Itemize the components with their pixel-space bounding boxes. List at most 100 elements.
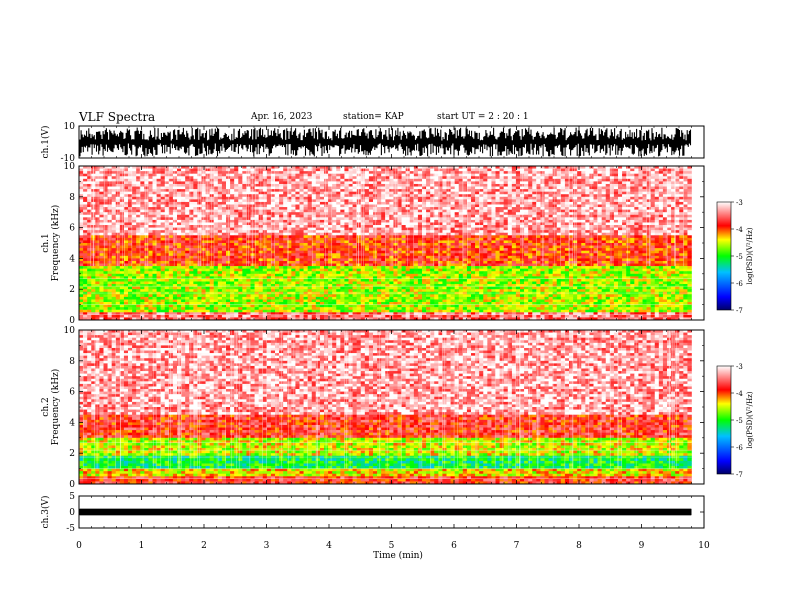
- spectrogram-cell: [193, 178, 198, 182]
- spectrogram-cell: [234, 168, 239, 172]
- spectrogram-cell: [307, 176, 313, 180]
- spectrogram-cell: [172, 178, 178, 182]
- spectrogram-cell: [352, 168, 357, 172]
- spectrogram-cell: [495, 186, 500, 190]
- spectrogram-cell: [344, 217, 349, 221]
- spectrogram-cell: [185, 201, 190, 205]
- spectrogram-cell: [373, 214, 378, 218]
- spectrogram-cell: [79, 171, 84, 174]
- spectrogram-cell: [622, 173, 627, 177]
- spectrogram-cell: [213, 183, 219, 187]
- spectrogram-cell: [283, 219, 288, 223]
- spectrogram-cell: [373, 196, 378, 200]
- spectrogram-cell: [564, 237, 570, 241]
- spectrogram-cell: [544, 222, 549, 226]
- spectrogram-cell: [144, 183, 149, 187]
- spectrogram-cell: [266, 196, 272, 200]
- spectrogram-cell: [524, 245, 529, 249]
- spectrogram-cell: [83, 243, 88, 246]
- spectrogram-cell: [283, 243, 288, 246]
- spectrogram-cell: [479, 243, 484, 246]
- spectrogram-cell: [589, 222, 594, 226]
- spectrogram-cell: [328, 189, 333, 192]
- spectrogram-cell: [332, 196, 337, 200]
- spectrogram-cell: [585, 196, 590, 200]
- spectrogram-cell: [177, 209, 182, 213]
- spectrogram-cell: [581, 183, 586, 187]
- spectrogram-cell: [450, 243, 455, 246]
- spectrogram-cell: [79, 227, 84, 231]
- spectrogram-cell: [450, 227, 455, 231]
- spectrogram-cell: [385, 176, 390, 180]
- spectrogram-cell: [524, 201, 529, 205]
- spectrogram-cell: [638, 230, 643, 234]
- spectrogram-cell: [299, 166, 304, 169]
- spectrogram-cell: [597, 176, 602, 180]
- spectrogram-cell: [536, 168, 541, 172]
- spectrogram-cell: [201, 204, 206, 208]
- spectrogram-cell: [311, 168, 317, 172]
- spectrogram-cell: [201, 245, 206, 249]
- spectrogram-cell: [577, 227, 582, 231]
- spectrogram-cell: [275, 178, 280, 182]
- spectrogram-cell: [287, 227, 292, 231]
- spectrogram-cell: [266, 191, 272, 195]
- spectrogram-cell: [626, 189, 631, 192]
- spectrogram-cell: [458, 173, 464, 177]
- spectrogram-cell: [593, 199, 598, 203]
- spectrogram-cell: [593, 196, 598, 200]
- spectrogram-cell: [556, 219, 562, 223]
- spectrogram-cell: [160, 209, 166, 213]
- spectrogram-cell: [650, 232, 656, 236]
- spectrogram-cell: [536, 173, 541, 177]
- spectrogram-cell: [385, 183, 390, 187]
- spectrogram-cell: [687, 176, 692, 180]
- spectrogram-cell: [140, 217, 145, 221]
- spectrogram-cell: [479, 235, 484, 239]
- spectrogram-cell: [136, 235, 141, 239]
- spectrogram-cell: [458, 217, 464, 221]
- spectrogram-cell: [307, 235, 313, 239]
- spectrogram-cell: [360, 219, 366, 223]
- spectrogram-cell: [213, 168, 219, 172]
- spectrogram-cell: [389, 235, 394, 239]
- spectrogram-cell: [115, 189, 121, 192]
- spectrogram-cell: [185, 171, 190, 174]
- spectrogram-cell: [434, 189, 439, 192]
- spectrogram-cell: [103, 201, 108, 205]
- spectrogram-cell: [144, 235, 149, 239]
- spectrogram-cell: [446, 183, 451, 187]
- spectrogram-cell: [630, 191, 635, 195]
- spectrogram-cell: [622, 227, 627, 231]
- spectrogram-cell: [177, 217, 182, 221]
- spectrogram-cell: [111, 191, 117, 195]
- spectrogram-cell: [409, 232, 415, 236]
- spectrogram-cell: [609, 173, 615, 177]
- spectrogram-cell: [177, 183, 182, 187]
- spectrogram-cell: [483, 243, 488, 246]
- spectrogram-cell: [230, 201, 235, 205]
- spectrogram-cell: [401, 237, 406, 241]
- spectrogram-cell: [79, 178, 84, 182]
- spectrogram-cell: [564, 222, 570, 226]
- spectrogram-cell: [622, 237, 627, 241]
- spectrogram-cell: [352, 230, 357, 234]
- spectrogram-cell: [348, 171, 353, 174]
- spectrogram-cell: [234, 235, 239, 239]
- spectrogram-cell: [217, 243, 223, 246]
- spectrogram-cell: [189, 237, 194, 241]
- spectrogram-cell: [160, 207, 166, 210]
- spectrogram-cell: [671, 227, 676, 231]
- spectrogram-cell: [275, 171, 280, 174]
- spectrogram-cell: [87, 199, 92, 203]
- spectrogram-cell: [99, 189, 104, 192]
- spectrogram-cell: [622, 178, 627, 182]
- spectrogram-cell: [181, 207, 186, 210]
- spectrogram-cell: [385, 248, 390, 251]
- spectrogram-cell: [618, 245, 623, 249]
- spectrogram-cell: [491, 199, 496, 203]
- spectrogram-cell: [385, 196, 390, 200]
- spectrogram-cell: [238, 204, 243, 208]
- spectrogram-cell: [344, 212, 349, 216]
- spectrogram-cell: [483, 207, 488, 210]
